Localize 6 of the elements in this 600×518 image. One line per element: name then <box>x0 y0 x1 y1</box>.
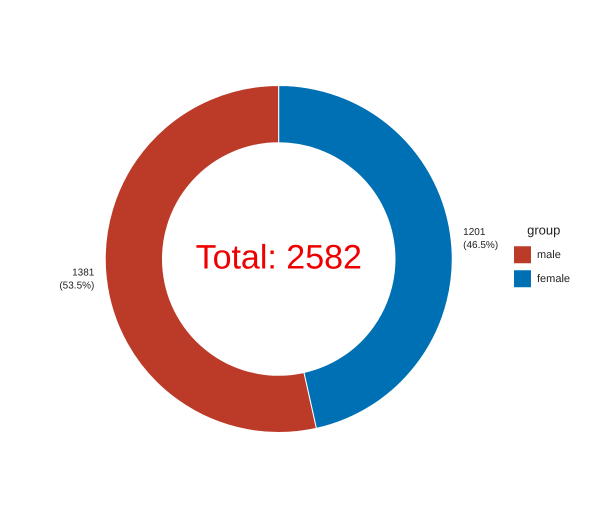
data-label: 1381 (53.5%) <box>59 268 95 292</box>
data-label: 1201 (46.5%) <box>463 226 498 251</box>
legend-title: group <box>527 222 560 238</box>
legend-label: male <box>536 248 561 261</box>
text: Total: 2582 <box>196 238 362 276</box>
legend-label: female <box>536 272 570 285</box>
